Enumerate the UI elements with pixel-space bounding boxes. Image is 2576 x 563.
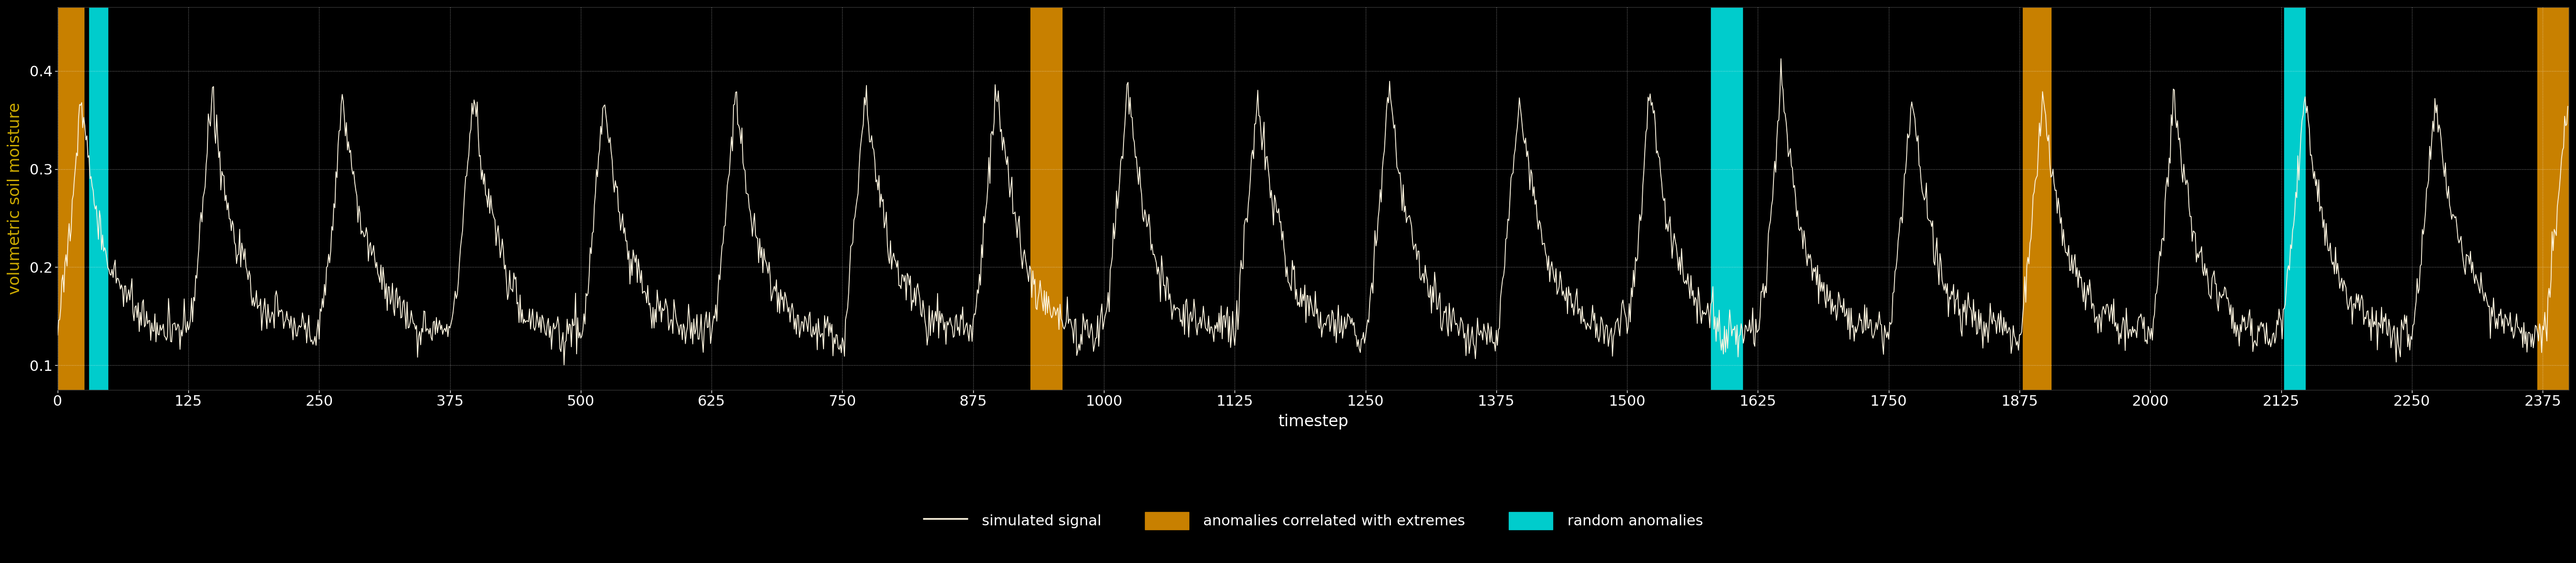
Bar <box>2285 7 2306 390</box>
Bar <box>2537 7 2573 390</box>
Bar <box>52 7 85 390</box>
Bar <box>1030 7 1061 390</box>
Bar <box>1710 7 1741 390</box>
Bar <box>2022 7 2050 390</box>
X-axis label: timestep: timestep <box>1278 414 1347 430</box>
Y-axis label: volumetric soil moisture: volumetric soil moisture <box>8 102 23 294</box>
Bar <box>90 7 108 390</box>
Legend: simulated signal, anomalies correlated with extremes, random anomalies: simulated signal, anomalies correlated w… <box>917 506 1708 535</box>
